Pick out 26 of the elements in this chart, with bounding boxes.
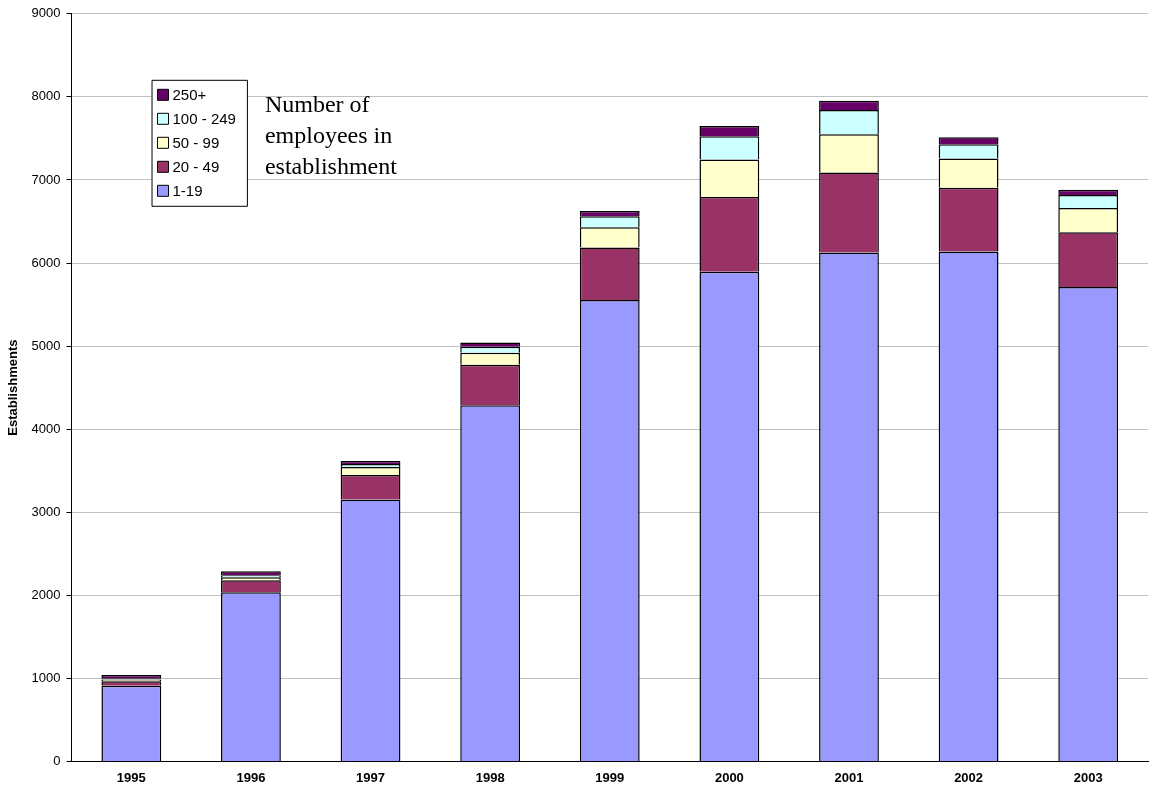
- x-tick-label: 2002: [954, 769, 984, 785]
- y-tick-label: 5000: [31, 337, 61, 353]
- x-tick-label: 1998: [475, 769, 505, 785]
- x-tick-label: 1999: [595, 769, 625, 785]
- y-tick-label: 9000: [31, 5, 61, 21]
- legend-label: 1-19: [172, 181, 203, 199]
- legend-label: 250+: [172, 85, 207, 103]
- x-tick-label: 1995: [116, 769, 146, 785]
- y-tick-label: 7000: [31, 171, 61, 187]
- y-tick-label: 3000: [31, 503, 61, 519]
- x-tick-label: 1996: [236, 769, 266, 785]
- y-tick-label: 0: [53, 752, 61, 768]
- x-tick-label: 2003: [1073, 769, 1103, 785]
- x-tick-label: 1997: [356, 769, 385, 785]
- y-tick-label: 4000: [31, 420, 61, 436]
- y-tick-label: 1000: [31, 669, 61, 685]
- legend-title: Number of employees in establishment: [264, 91, 398, 180]
- x-tick-label: 2001: [834, 769, 864, 785]
- y-tick-label: 8000: [31, 88, 61, 104]
- y-axis-title: Establishments: [5, 339, 21, 436]
- legend-label: 50 - 99: [172, 133, 220, 151]
- x-tick-label: 2000: [714, 769, 744, 785]
- y-tick-label: 6000: [31, 254, 61, 270]
- legend-label: 20 - 49: [172, 157, 220, 175]
- legend-label: 100 - 249: [172, 109, 236, 127]
- y-tick-label: 2000: [31, 586, 61, 602]
